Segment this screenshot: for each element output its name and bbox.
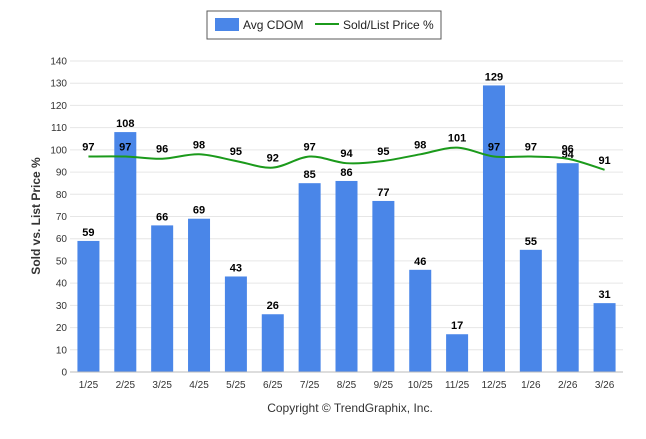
- y-tick-label: 0: [61, 368, 67, 379]
- bar-value-label: 85: [304, 169, 316, 181]
- legend-bar-swatch: [215, 18, 239, 31]
- bar-11/25: [446, 334, 469, 372]
- y-tick-label: 60: [56, 234, 68, 245]
- x-tick-label: 6/25: [263, 380, 283, 391]
- line-labels: 97 97 96 98 95 92 97 94 95 98 101 97 97 96 91: [82, 133, 610, 167]
- bar-9/25: [372, 200, 395, 372]
- y-tick-label: 90: [56, 168, 68, 179]
- x-tick-label: 2/26: [558, 380, 578, 391]
- bar-value-label: 129: [485, 71, 503, 83]
- x-tick-label: 1/26: [521, 380, 541, 391]
- x-tick-label: 4/25: [189, 380, 209, 391]
- line-value-label: 97: [304, 142, 316, 154]
- bar-value-label: 108: [116, 118, 134, 130]
- bar-value-label: 26: [267, 300, 279, 312]
- bar-value-label: 69: [193, 205, 205, 217]
- bar-2/25: [114, 132, 137, 372]
- bar-5/25: [224, 276, 247, 372]
- bar-12/25: [482, 85, 505, 372]
- y-tick-label: 40: [56, 279, 68, 290]
- x-tick-label: 5/25: [226, 380, 246, 391]
- y-tick-label: 120: [50, 101, 67, 112]
- bar-10/25: [409, 269, 432, 372]
- line-value-label: 96: [562, 144, 574, 156]
- y-tick-label: 130: [50, 79, 67, 90]
- legend-line-label: Sold/List Price %: [343, 18, 434, 32]
- x-tick-label: 11/25: [445, 380, 470, 391]
- x-tick-label: 3/26: [595, 380, 615, 391]
- line-value-label: 95: [230, 146, 242, 158]
- bar-8/25: [335, 180, 358, 372]
- bar-6/25: [261, 314, 284, 372]
- x-axis-ticks: 1/25 2/25 3/25 4/25 5/25 6/25 7/25 8/25 9/25 10/2…: [79, 380, 615, 391]
- line-value-label: 91: [598, 155, 610, 167]
- y-tick-label: 50: [56, 256, 68, 267]
- x-tick-label: 9/25: [374, 380, 394, 391]
- y-tick-label: 80: [56, 190, 68, 201]
- line-value-label: 92: [267, 153, 279, 165]
- y-axis-title: Sold vs. List Price %: [29, 157, 43, 275]
- line-value-label: 101: [448, 133, 466, 145]
- line-value-label: 97: [119, 142, 131, 154]
- line-value-label: 98: [414, 139, 426, 151]
- y-tick-label: 140: [50, 57, 67, 68]
- x-tick-label: 3/25: [152, 380, 172, 391]
- bar-value-label: 77: [377, 187, 389, 199]
- bar-value-label: 86: [340, 167, 352, 179]
- bar-1/26: [519, 249, 542, 372]
- y-tick-label: 30: [56, 301, 68, 312]
- bar-value-label: 55: [525, 236, 537, 248]
- x-tick-label: 7/25: [300, 380, 320, 391]
- bar-value-label: 43: [230, 262, 242, 274]
- bar-value-label: 59: [82, 227, 94, 239]
- y-axis-ticks: 0 10 20 30 40 50 60 70 80 90 100 110 120 130 140: [50, 57, 67, 379]
- copyright-footer: Copyright © TrendGraphix, Inc.: [267, 401, 433, 415]
- line-value-label: 98: [193, 139, 205, 151]
- bar-3/26: [593, 303, 616, 372]
- x-tick-label: 2/25: [116, 380, 136, 391]
- x-tick-label: 8/25: [337, 380, 357, 391]
- line-value-label: 97: [488, 142, 500, 154]
- bar-7/25: [298, 183, 321, 372]
- bars: [77, 85, 616, 372]
- bar-4/25: [188, 218, 211, 372]
- y-tick-label: 10: [56, 345, 68, 356]
- legend: Avg CDOM Sold/List Price %: [206, 10, 442, 40]
- bar-value-label: 31: [598, 289, 610, 301]
- line-value-label: 95: [377, 146, 389, 158]
- bar-value-label: 46: [414, 256, 426, 268]
- y-tick-label: 110: [51, 123, 67, 134]
- bar-value-label: 17: [451, 320, 463, 332]
- legend-bar-label: Avg CDOM: [243, 18, 303, 32]
- sold-list-line: [88, 146, 605, 171]
- y-tick-label: 70: [56, 212, 68, 223]
- x-tick-label: 12/25: [481, 380, 506, 391]
- bar-3/25: [151, 225, 174, 372]
- bar-value-label: 66: [156, 211, 168, 223]
- line-value-label: 94: [340, 148, 353, 160]
- line-value-label: 97: [82, 142, 94, 154]
- line-value-label: 96: [156, 144, 168, 156]
- y-tick-label: 20: [56, 323, 68, 334]
- x-tick-label: 10/25: [408, 380, 433, 391]
- price-line: [88, 146, 605, 171]
- line-value-label: 97: [525, 142, 537, 154]
- bar-1/25: [77, 240, 100, 372]
- bar-2/26: [556, 163, 579, 372]
- bar-labels: 59 108 66 69 43 26 85 86 77 46 17 129 55 94 31: [82, 71, 610, 332]
- x-tick-label: 1/25: [79, 380, 99, 391]
- y-tick-label: 100: [50, 145, 67, 156]
